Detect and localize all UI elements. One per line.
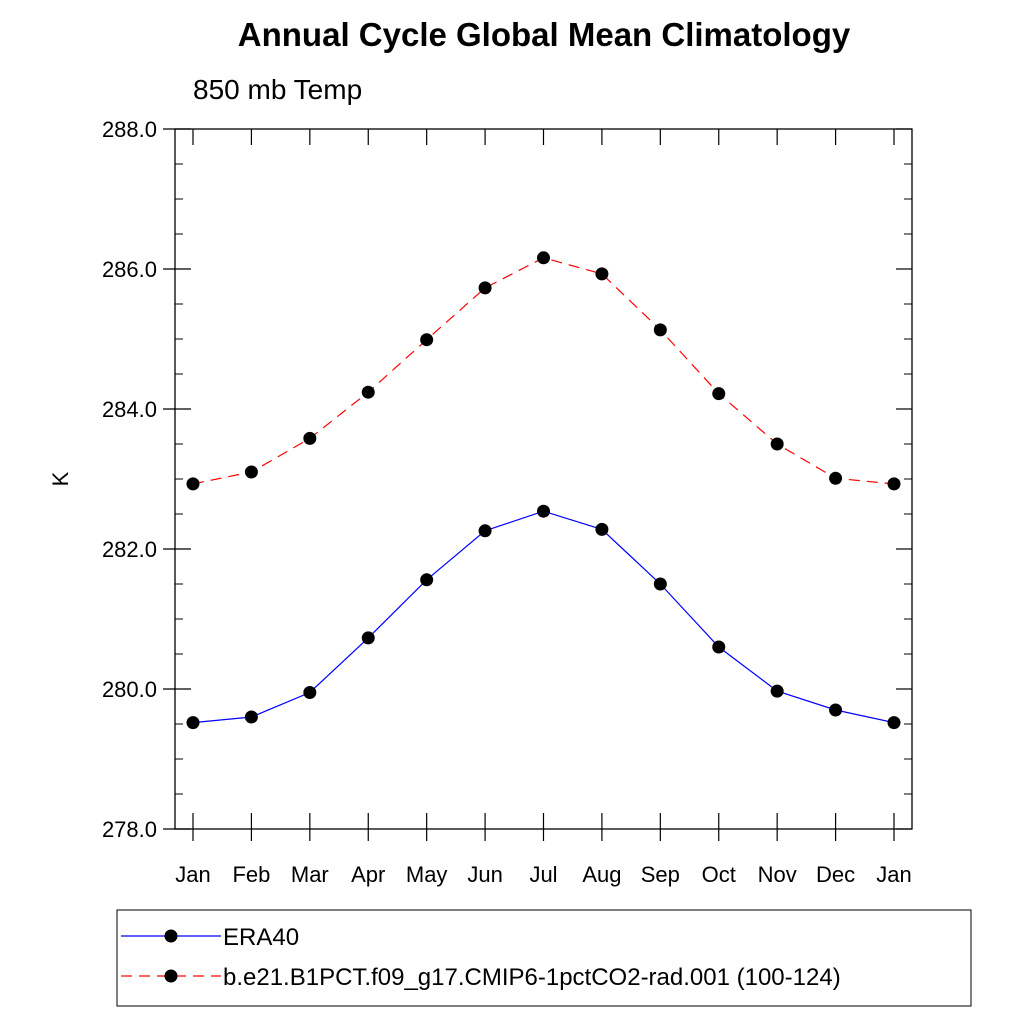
legend-marker-2	[164, 969, 178, 983]
series-1-point	[244, 710, 258, 724]
x-tick-label: May	[406, 862, 448, 887]
series-2-point	[537, 251, 550, 265]
series-1-point	[653, 577, 667, 591]
series-1-point	[829, 703, 843, 717]
x-tick-label: Jun	[467, 862, 502, 887]
x-tick-label: Jan	[175, 862, 210, 887]
legend-marker-1	[164, 929, 178, 943]
y-tick-label: 284.0	[102, 397, 157, 422]
series-2-point	[420, 333, 434, 347]
y-tick-label: 288.0	[102, 117, 157, 142]
series-1-point	[595, 522, 609, 536]
axis-ticks	[163, 128, 912, 841]
chart-title: Annual Cycle Global Mean Climatology	[238, 16, 851, 53]
series-2-point	[887, 477, 901, 491]
y-tick-label: 286.0	[102, 257, 157, 282]
x-tick-label: Aug	[582, 862, 621, 887]
series-1-point	[887, 716, 901, 730]
series-2-point	[829, 471, 843, 485]
series-1-point	[712, 640, 726, 654]
series-2-point	[653, 323, 667, 337]
y-tick-label: 278.0	[102, 817, 157, 842]
x-tick-label: Jan	[876, 862, 911, 887]
y-tick-label: 282.0	[102, 537, 157, 562]
x-tick-label: Oct	[702, 862, 736, 887]
series-2-point	[361, 385, 375, 399]
legend: ERA40 b.e21.B1PCT.f09_g17.CMIP6-1pctCO2-r…	[121, 924, 841, 991]
y-tick-label: 280.0	[102, 677, 157, 702]
x-tick-label: Nov	[758, 862, 797, 887]
plot-frame	[174, 128, 913, 830]
series-2-point	[770, 437, 784, 451]
legend-label-2: b.e21.B1PCT.f09_g17.CMIP6-1pctCO2-rad.00…	[223, 964, 841, 991]
series-2-point	[186, 477, 200, 491]
series-2-point	[244, 465, 258, 479]
series-1-point	[303, 686, 317, 699]
x-tick-label: Mar	[291, 862, 329, 887]
x-tick-label: Sep	[641, 862, 680, 887]
series-1-point	[770, 684, 784, 698]
series-1-point	[478, 524, 492, 538]
y-tick-labels: 278.0 280.0 282.0 284.0 286.0 288.0	[102, 117, 157, 842]
series-1-point	[186, 716, 200, 730]
y-axis-label: K	[48, 471, 73, 486]
x-tick-label: Feb	[232, 862, 270, 887]
chart-subtitle: 850 mb Temp	[193, 74, 362, 105]
series-line-1	[192, 510, 895, 724]
x-tick-labels: Jan Feb Mar Apr May Jun Jul Aug Sep Oct Nov Dec Jan	[175, 862, 911, 887]
legend-label-1: ERA40	[223, 924, 299, 951]
series-2-point	[712, 387, 726, 401]
x-tick-label: Jul	[529, 862, 557, 887]
x-tick-label: Dec	[816, 862, 855, 887]
series-2-point	[595, 267, 609, 281]
series-1-point	[420, 573, 434, 587]
series-1-point	[537, 504, 550, 518]
legend-box	[116, 909, 972, 1007]
series-2-point	[478, 281, 492, 295]
series-2-point	[303, 431, 317, 445]
x-tick-label: Apr	[351, 862, 385, 887]
series-1-point	[361, 631, 375, 645]
series-layer	[186, 251, 901, 730]
series-line-2	[192, 257, 895, 485]
